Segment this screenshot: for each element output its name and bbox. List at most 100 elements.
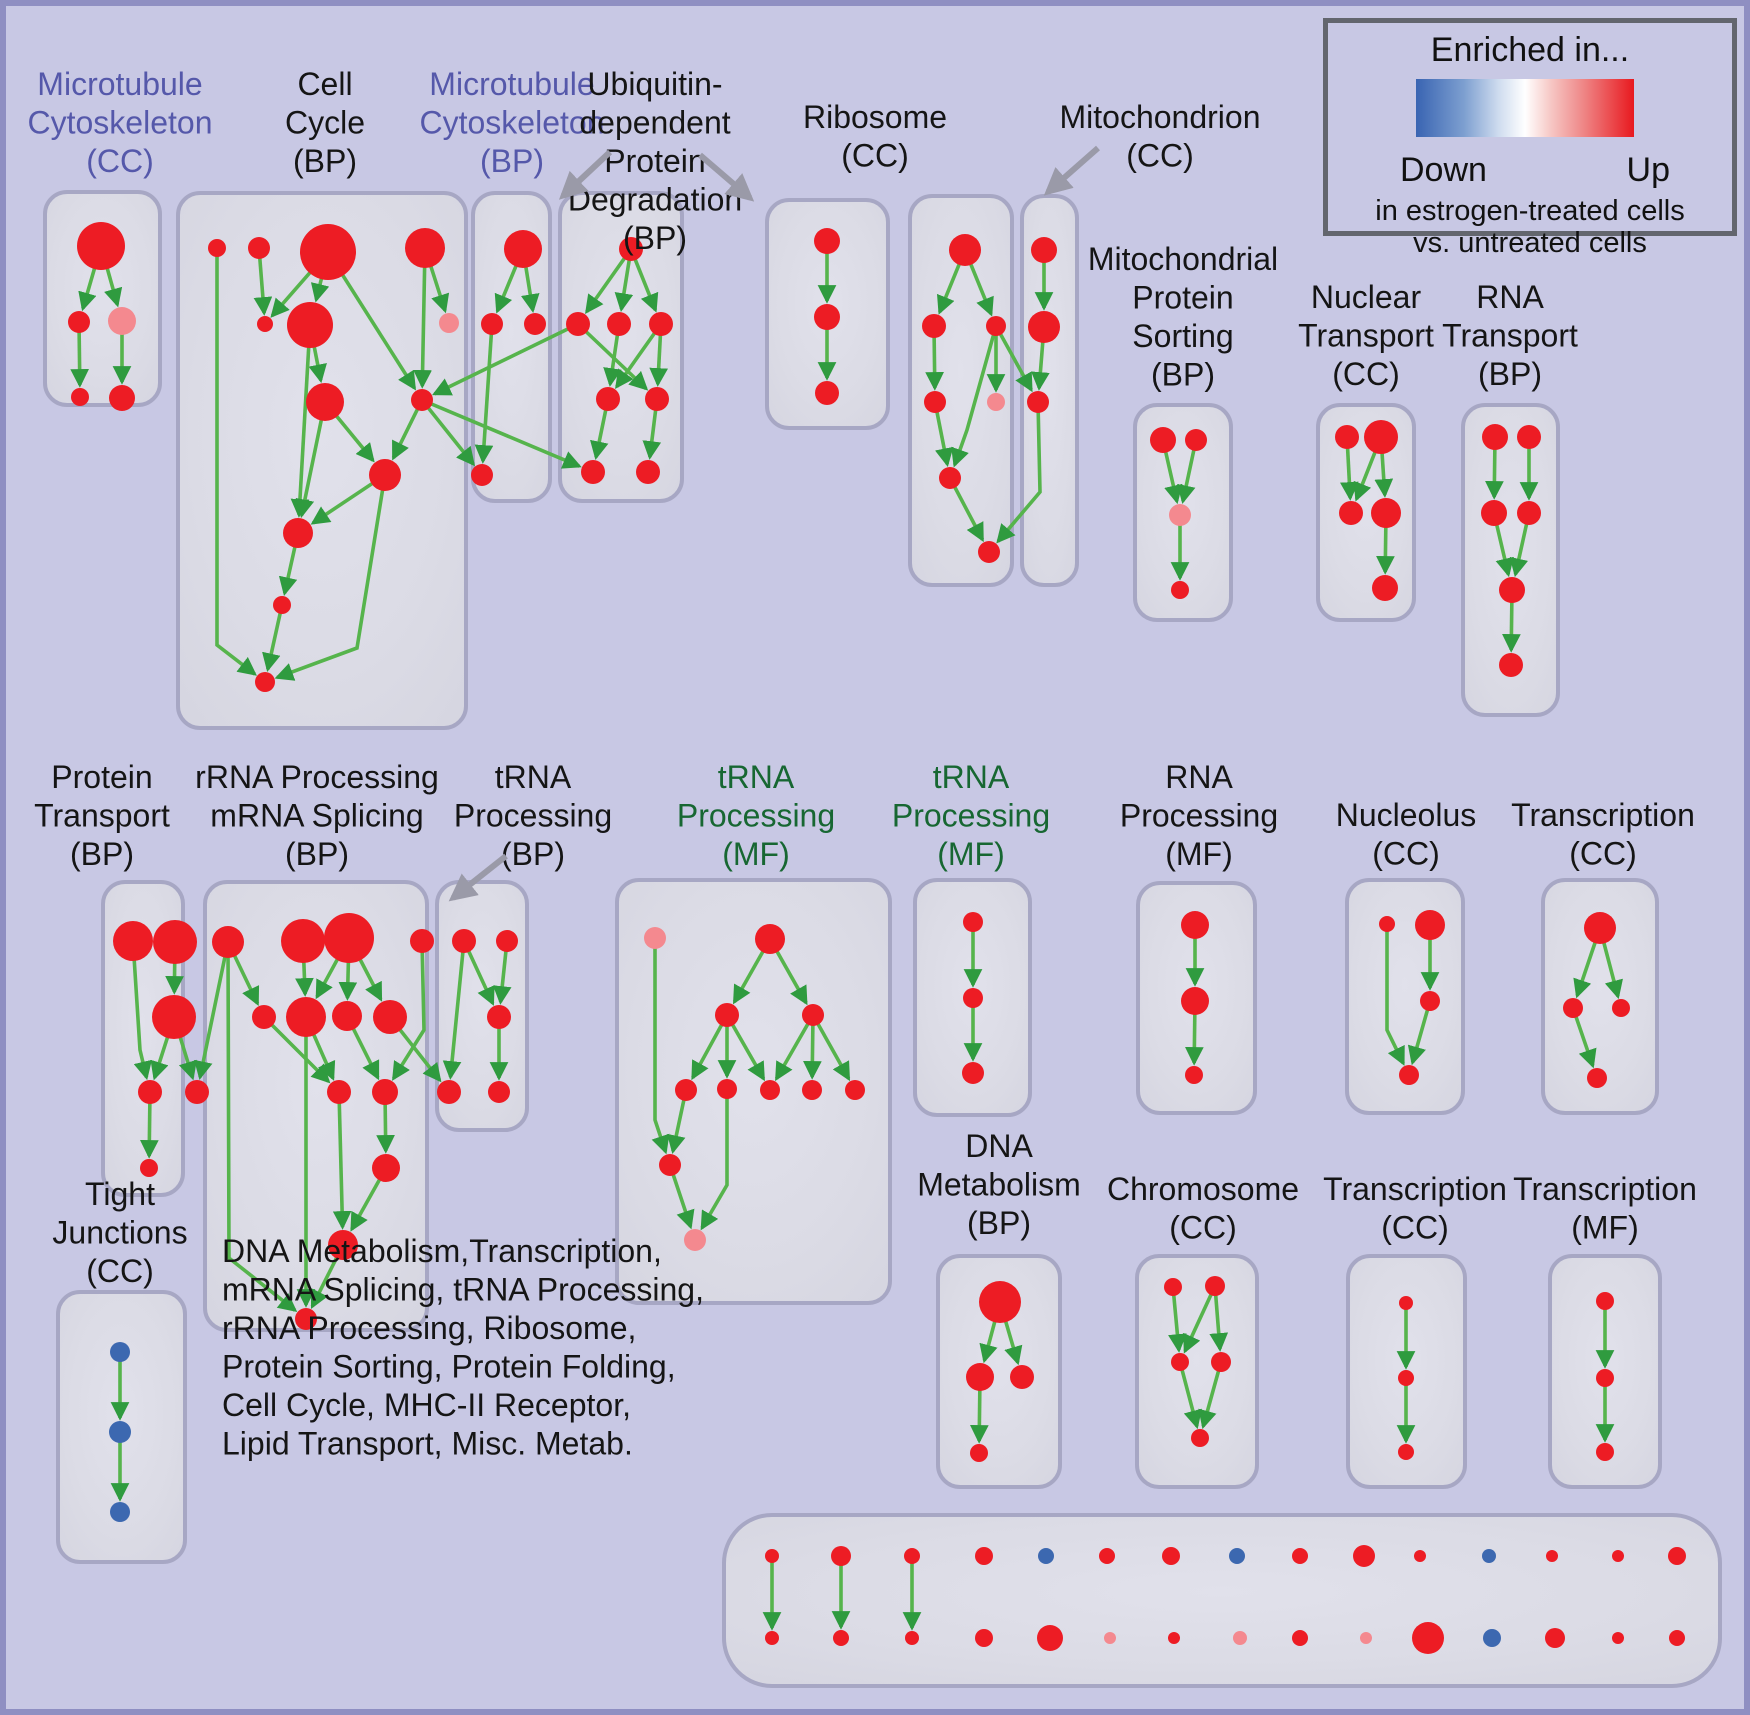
node-G0 bbox=[185, 1080, 209, 1104]
edge-Z1-Z4 bbox=[1385, 924, 1405, 1066]
edge-H1-H4 bbox=[442, 940, 466, 1080]
edge-G9-G12 bbox=[332, 1091, 352, 1230]
node-F1 bbox=[1399, 1296, 1413, 1310]
label-microtubule-bp: Microtubule Cytoskeleton (BP) bbox=[420, 66, 605, 179]
node-S3 bbox=[1169, 504, 1191, 526]
node-W8 bbox=[845, 1080, 865, 1100]
label-transcription-mf: Transcription (MF) bbox=[1513, 1171, 1697, 1246]
node-G6 bbox=[286, 997, 326, 1037]
node-J1 bbox=[1596, 1292, 1614, 1310]
node-G7 bbox=[332, 1001, 362, 1031]
node-S1 bbox=[1150, 427, 1176, 453]
label-trna-bp: tRNA Processing (BP) bbox=[454, 759, 612, 872]
box-transcription-cc-upper bbox=[1541, 878, 1659, 1115]
node-L13t bbox=[1546, 1550, 1558, 1562]
legend-title: Enriched in... bbox=[1430, 31, 1630, 69]
box-chromosome bbox=[1135, 1254, 1259, 1489]
edge-U3-U4 bbox=[615, 322, 663, 390]
edge-G1-G0 bbox=[194, 941, 230, 1081]
node-W6 bbox=[760, 1080, 780, 1100]
node-L8b bbox=[1233, 1631, 1247, 1645]
node-TJ1 bbox=[110, 1342, 130, 1362]
node-L12t bbox=[1482, 1549, 1496, 1563]
label-ribosome: Ribosome (CC) bbox=[803, 99, 947, 174]
node-Q4 bbox=[1517, 501, 1541, 525]
node-X1 bbox=[963, 912, 983, 932]
label-microtubule-cc: Microtubule Cytoskeleton (CC) bbox=[28, 66, 213, 179]
node-G2 bbox=[281, 919, 325, 963]
edge-W5-W10 bbox=[700, 1089, 729, 1231]
node-C4 bbox=[405, 228, 445, 268]
node-H4 bbox=[437, 1080, 461, 1104]
node-L7b bbox=[1168, 1632, 1180, 1644]
edge-E2-E4 bbox=[1209, 1285, 1229, 1352]
node-R2 bbox=[922, 314, 946, 338]
node-C5 bbox=[257, 316, 273, 332]
node-R3 bbox=[986, 316, 1006, 336]
edge-C12-C13 bbox=[262, 604, 284, 673]
node-M2 bbox=[481, 313, 503, 335]
node-P1 bbox=[113, 921, 153, 961]
edge-G5-G9 bbox=[262, 1015, 331, 1084]
node-P5 bbox=[140, 1159, 158, 1177]
group-pointer-arrows bbox=[448, 145, 1100, 902]
node-N4 bbox=[1371, 498, 1401, 528]
group-nodes bbox=[68, 222, 1686, 1654]
node-G4 bbox=[410, 929, 434, 953]
node-V3 bbox=[815, 381, 839, 405]
node-G10 bbox=[372, 1079, 398, 1105]
node-W9 bbox=[659, 1154, 681, 1176]
node-E2 bbox=[1205, 1276, 1225, 1296]
node-C10 bbox=[369, 459, 401, 491]
label-ubiquitin: Ubiquitin-dependent Protein Degradation (BP… bbox=[568, 66, 742, 256]
node-L15t bbox=[1668, 1547, 1686, 1565]
node-L4t bbox=[975, 1547, 993, 1565]
node-L14t bbox=[1612, 1550, 1624, 1562]
node-X2 bbox=[963, 988, 983, 1008]
edge-C6-C11 bbox=[290, 324, 312, 518]
node-H3 bbox=[487, 1005, 511, 1029]
node-G11 bbox=[372, 1154, 400, 1182]
node-A4 bbox=[71, 388, 89, 406]
node-Q5 bbox=[1499, 577, 1525, 603]
node-W5 bbox=[717, 1079, 737, 1099]
node-L11t bbox=[1414, 1550, 1426, 1562]
label-misc-terms: DNA Metabolism,Transcription, mRNA Splici… bbox=[222, 1233, 704, 1462]
node-L15b bbox=[1669, 1630, 1685, 1646]
node-Q1 bbox=[1482, 424, 1508, 450]
node-C12 bbox=[273, 596, 291, 614]
legend-up-label: Up bbox=[1626, 151, 1670, 189]
pointer-arrow-4 bbox=[448, 853, 508, 902]
node-S4 bbox=[1171, 581, 1189, 599]
node-A3 bbox=[108, 307, 136, 335]
node-C7 bbox=[439, 313, 459, 333]
node-N2 bbox=[1364, 420, 1398, 454]
label-trna-mf-small: tRNA Processing (MF) bbox=[892, 759, 1050, 872]
node-E4 bbox=[1211, 1352, 1231, 1372]
node-H1 bbox=[452, 929, 476, 953]
legend-subtitle-line2: vs. untreated cells bbox=[1413, 227, 1647, 259]
node-D2 bbox=[966, 1363, 994, 1391]
node-Z3 bbox=[1420, 991, 1440, 1011]
color-legend: Enriched in... Down Up in estrogen-treat… bbox=[1323, 18, 1737, 259]
label-rrna-processing: rRNA Processing mRNA Splicing (BP) bbox=[195, 759, 439, 872]
edge-P1-P4 bbox=[131, 940, 152, 1081]
node-W4 bbox=[675, 1079, 697, 1101]
node-L7t bbox=[1162, 1547, 1180, 1565]
edge-R3-T3 bbox=[994, 325, 1033, 393]
node-Q6 bbox=[1499, 653, 1523, 677]
node-A5 bbox=[109, 385, 135, 411]
edge-W2-W6 bbox=[725, 1014, 766, 1082]
node-W2 bbox=[715, 1003, 739, 1027]
node-C9 bbox=[411, 389, 433, 411]
node-N1 bbox=[1335, 425, 1359, 449]
node-L9b bbox=[1292, 1630, 1308, 1646]
edge-C1-C13 bbox=[215, 248, 257, 676]
edge-W3-W8 bbox=[811, 1014, 851, 1082]
node-C8 bbox=[306, 383, 344, 421]
node-L2b bbox=[833, 1630, 849, 1646]
edge-C9-U6 bbox=[421, 398, 582, 469]
node-K2 bbox=[1563, 998, 1583, 1018]
node-L5t bbox=[1038, 1548, 1054, 1564]
box-misc-terms bbox=[722, 1513, 1722, 1688]
